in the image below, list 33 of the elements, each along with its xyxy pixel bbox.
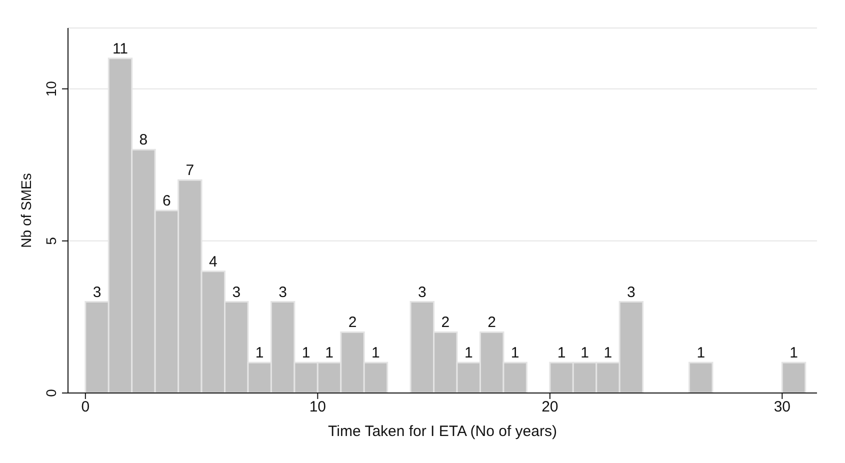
data-label: 1 <box>464 344 473 362</box>
data-label: 3 <box>627 284 636 301</box>
data-label: 1 <box>302 344 310 362</box>
x-tick-label: 10 <box>309 398 326 416</box>
data-label: 2 <box>441 314 450 332</box>
data-label: 3 <box>92 284 102 301</box>
data-label: 1 <box>580 344 589 362</box>
data-label: 1 <box>325 344 334 362</box>
data-label: 2 <box>348 314 357 332</box>
x-axis-title: Time Taken for I ETA (No of years) <box>328 423 557 440</box>
data-label: 6 <box>162 192 171 210</box>
data-label: 3 <box>418 284 426 301</box>
x-tick-label: 0 <box>81 398 90 416</box>
data-label: 2 <box>488 314 496 332</box>
y-tick-label: 5 <box>43 236 59 245</box>
data-label: 1 <box>255 344 264 362</box>
data-label: 1 <box>557 344 566 362</box>
data-label: 1 <box>696 344 706 362</box>
data-label: 3 <box>278 284 287 301</box>
data-label: 11 <box>112 40 128 58</box>
data-label: 4 <box>208 253 218 270</box>
y-tick-label: 0 <box>43 388 59 397</box>
data-label: 1 <box>604 344 612 362</box>
x-tick-label: 20 <box>542 398 558 416</box>
y-axis-title: Nb of SMEs <box>18 173 34 248</box>
x-tick-label: 30 <box>774 398 791 416</box>
data-label: 3 <box>232 284 241 301</box>
data-label: 1 <box>372 344 380 362</box>
data-label: 1 <box>790 344 798 362</box>
data-label: 7 <box>186 162 194 180</box>
data-label: 8 <box>139 132 148 149</box>
y-tick-label: 10 <box>43 80 59 97</box>
data-label: 1 <box>510 344 520 362</box>
